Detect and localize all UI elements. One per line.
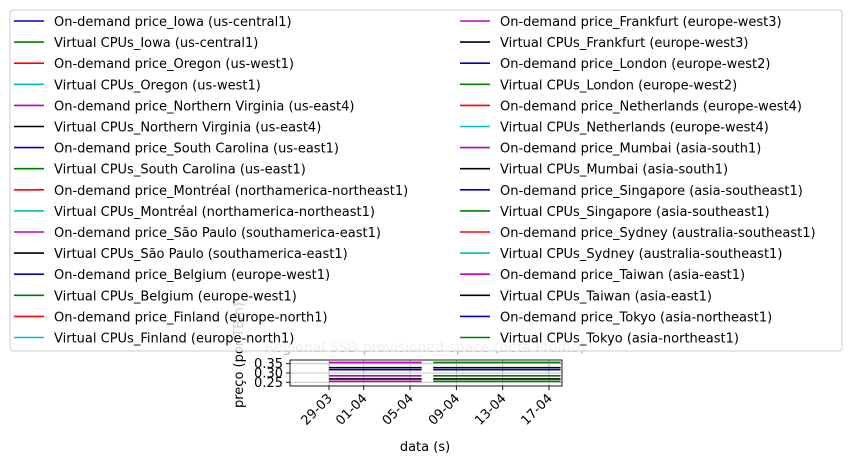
legend-item: Virtual CPUs_Iowa (us-central1)	[14, 36, 258, 51]
legend-item: Virtual CPUs_Sydney (australia-southeast…	[460, 247, 782, 262]
legend-label: Virtual CPUs_Northern Virginia (us-east4…	[54, 121, 321, 136]
legend-item: Virtual CPUs_Frankfurt (europe-west3)	[460, 36, 748, 51]
legend-item: Virtual CPUs_Finland (europe-north1)	[14, 332, 294, 347]
legend-label: On-demand price_Netherlands (europe-west…	[500, 99, 802, 114]
legend-label: On-demand price_Northern Virginia (us-ea…	[54, 99, 354, 114]
legend-item: On-demand price_Mumbai (asia-south1)	[460, 142, 761, 157]
legend-item: Virtual CPUs_Northern Virginia (us-east4…	[14, 121, 321, 136]
legend-label: On-demand price_Tokyo (asia-northeast1)	[500, 310, 772, 325]
legend-item: On-demand price_London (europe-west2)	[460, 57, 770, 72]
legend-item: On-demand price_Netherlands (europe-west…	[460, 99, 802, 114]
legend-item: On-demand price_Taiwan (asia-east1)	[460, 268, 745, 283]
legend-item: Virtual CPUs_Oregon (us-west1)	[14, 78, 261, 93]
x-tick-label: 17-04	[519, 391, 556, 428]
legend-label: On-demand price_Taiwan (asia-east1)	[500, 268, 745, 283]
x-tick-label: 09-04	[426, 391, 463, 428]
legend-label: On-demand price_Montréal (northamerica-n…	[54, 184, 408, 199]
legend-label: On-demand price_Finland (europe-north1)	[54, 310, 328, 325]
legend-label: Virtual CPUs_São Paulo (southamerica-eas…	[54, 247, 348, 262]
x-tick-label: 13-04	[472, 391, 509, 428]
legend-item: On-demand price_Frankfurt (europe-west3)	[460, 15, 782, 30]
legend-label: Virtual CPUs_Sydney (australia-southeast…	[500, 247, 782, 262]
legend-label: On-demand price_South Carolina (us-east1…	[54, 142, 339, 157]
legend-item: Virtual CPUs_Belgium (europe-west1)	[14, 289, 297, 304]
legend-label: Virtual CPUs_Singapore (asia-southeast1)	[500, 205, 770, 220]
legend-label: Virtual CPUs_Netherlands (europe-west4)	[500, 121, 769, 136]
y-tick-label: 0.35	[254, 357, 283, 372]
legend-item: On-demand price_Tokyo (asia-northeast1)	[460, 310, 772, 325]
x-tick-label: 01-04	[333, 391, 370, 428]
x-tick-label: 05-04	[380, 391, 417, 428]
legend-item: On-demand price_Sydney (australia-southe…	[460, 226, 816, 241]
legend-label: Virtual CPUs_Tokyo (asia-northeast1)	[500, 332, 739, 347]
legend-label: On-demand price_Singapore (asia-southeas…	[500, 184, 803, 199]
legend-label: Virtual CPUs_Montréal (northamerica-nort…	[54, 205, 375, 220]
legend-item: On-demand price_Montréal (northamerica-n…	[14, 184, 408, 199]
legend-item: On-demand price_Singapore (asia-southeas…	[460, 184, 803, 199]
legend-item: Virtual CPUs_Mumbai (asia-south1)	[460, 163, 728, 178]
legend-item: On-demand price_Oregon (us-west1)	[14, 57, 294, 72]
legend-item: On-demand price_São Paulo (southamerica-…	[14, 226, 381, 241]
legend-item: Virtual CPUs_Netherlands (europe-west4)	[460, 121, 769, 136]
legend-label: On-demand price_São Paulo (southamerica-…	[54, 226, 381, 241]
y-tick-label: 0.30	[254, 367, 283, 382]
legend-label: Virtual CPUs_Taiwan (asia-east1)	[500, 289, 712, 304]
y-tick-label: 0.25	[254, 376, 283, 391]
legend-label: Virtual CPUs_Iowa (us-central1)	[54, 36, 258, 51]
legend-item: Virtual CPUs_São Paulo (southamerica-eas…	[14, 247, 348, 262]
legend-label: On-demand price_Frankfurt (europe-west3)	[500, 15, 782, 30]
legend: On-demand price_Iowa (us-central1) Virtua…	[9, 9, 843, 352]
legend-item: Virtual CPUs_Tokyo (asia-northeast1)	[460, 332, 739, 347]
legend-label: Virtual CPUs_Mumbai (asia-south1)	[500, 163, 728, 178]
legend-item: Virtual CPUs_South Carolina (us-east1)	[14, 163, 306, 178]
legend-label: On-demand price_Sydney (australia-southe…	[500, 226, 816, 241]
x-axis-label: data (s)	[400, 440, 450, 455]
legend-item: On-demand price_Iowa (us-central1)	[14, 15, 292, 30]
legend-label: On-demand price_Mumbai (asia-south1)	[500, 142, 761, 157]
legend-item: On-demand price_Belgium (europe-west1)	[14, 268, 330, 283]
legend-label: Virtual CPUs_South Carolina (us-east1)	[54, 163, 306, 178]
legend-item: On-demand price_South Carolina (us-east1…	[14, 142, 339, 157]
legend-label: On-demand price_London (europe-west2)	[500, 57, 770, 72]
legend-label: Virtual CPUs_London (europe-west2)	[500, 78, 737, 93]
legend-label: On-demand price_Belgium (europe-west1)	[54, 268, 330, 283]
legend-item: Virtual CPUs_Taiwan (asia-east1)	[460, 289, 712, 304]
legend-label: Virtual CPUs_Belgium (europe-west1)	[54, 289, 297, 304]
legend-item: Virtual CPUs_London (europe-west2)	[460, 78, 737, 93]
legend-item: On-demand price_Finland (europe-north1)	[14, 310, 328, 325]
legend-label: Virtual CPUs_Finland (europe-north1)	[54, 332, 294, 347]
legend-item: Virtual CPUs_Montréal (northamerica-nort…	[14, 205, 375, 220]
x-tick-label: 29-03	[299, 391, 336, 428]
legend-item: Virtual CPUs_Singapore (asia-southeast1)	[460, 205, 770, 220]
legend-frame	[9, 9, 843, 352]
legend-label: Virtual CPUs_Frankfurt (europe-west3)	[500, 36, 748, 51]
legend-label: On-demand price_Oregon (us-west1)	[54, 57, 294, 72]
legend-item: On-demand price_Northern Virginia (us-ea…	[14, 99, 354, 114]
legend-label: On-demand price_Iowa (us-central1)	[54, 15, 292, 30]
legend-label: Virtual CPUs_Oregon (us-west1)	[54, 78, 261, 93]
